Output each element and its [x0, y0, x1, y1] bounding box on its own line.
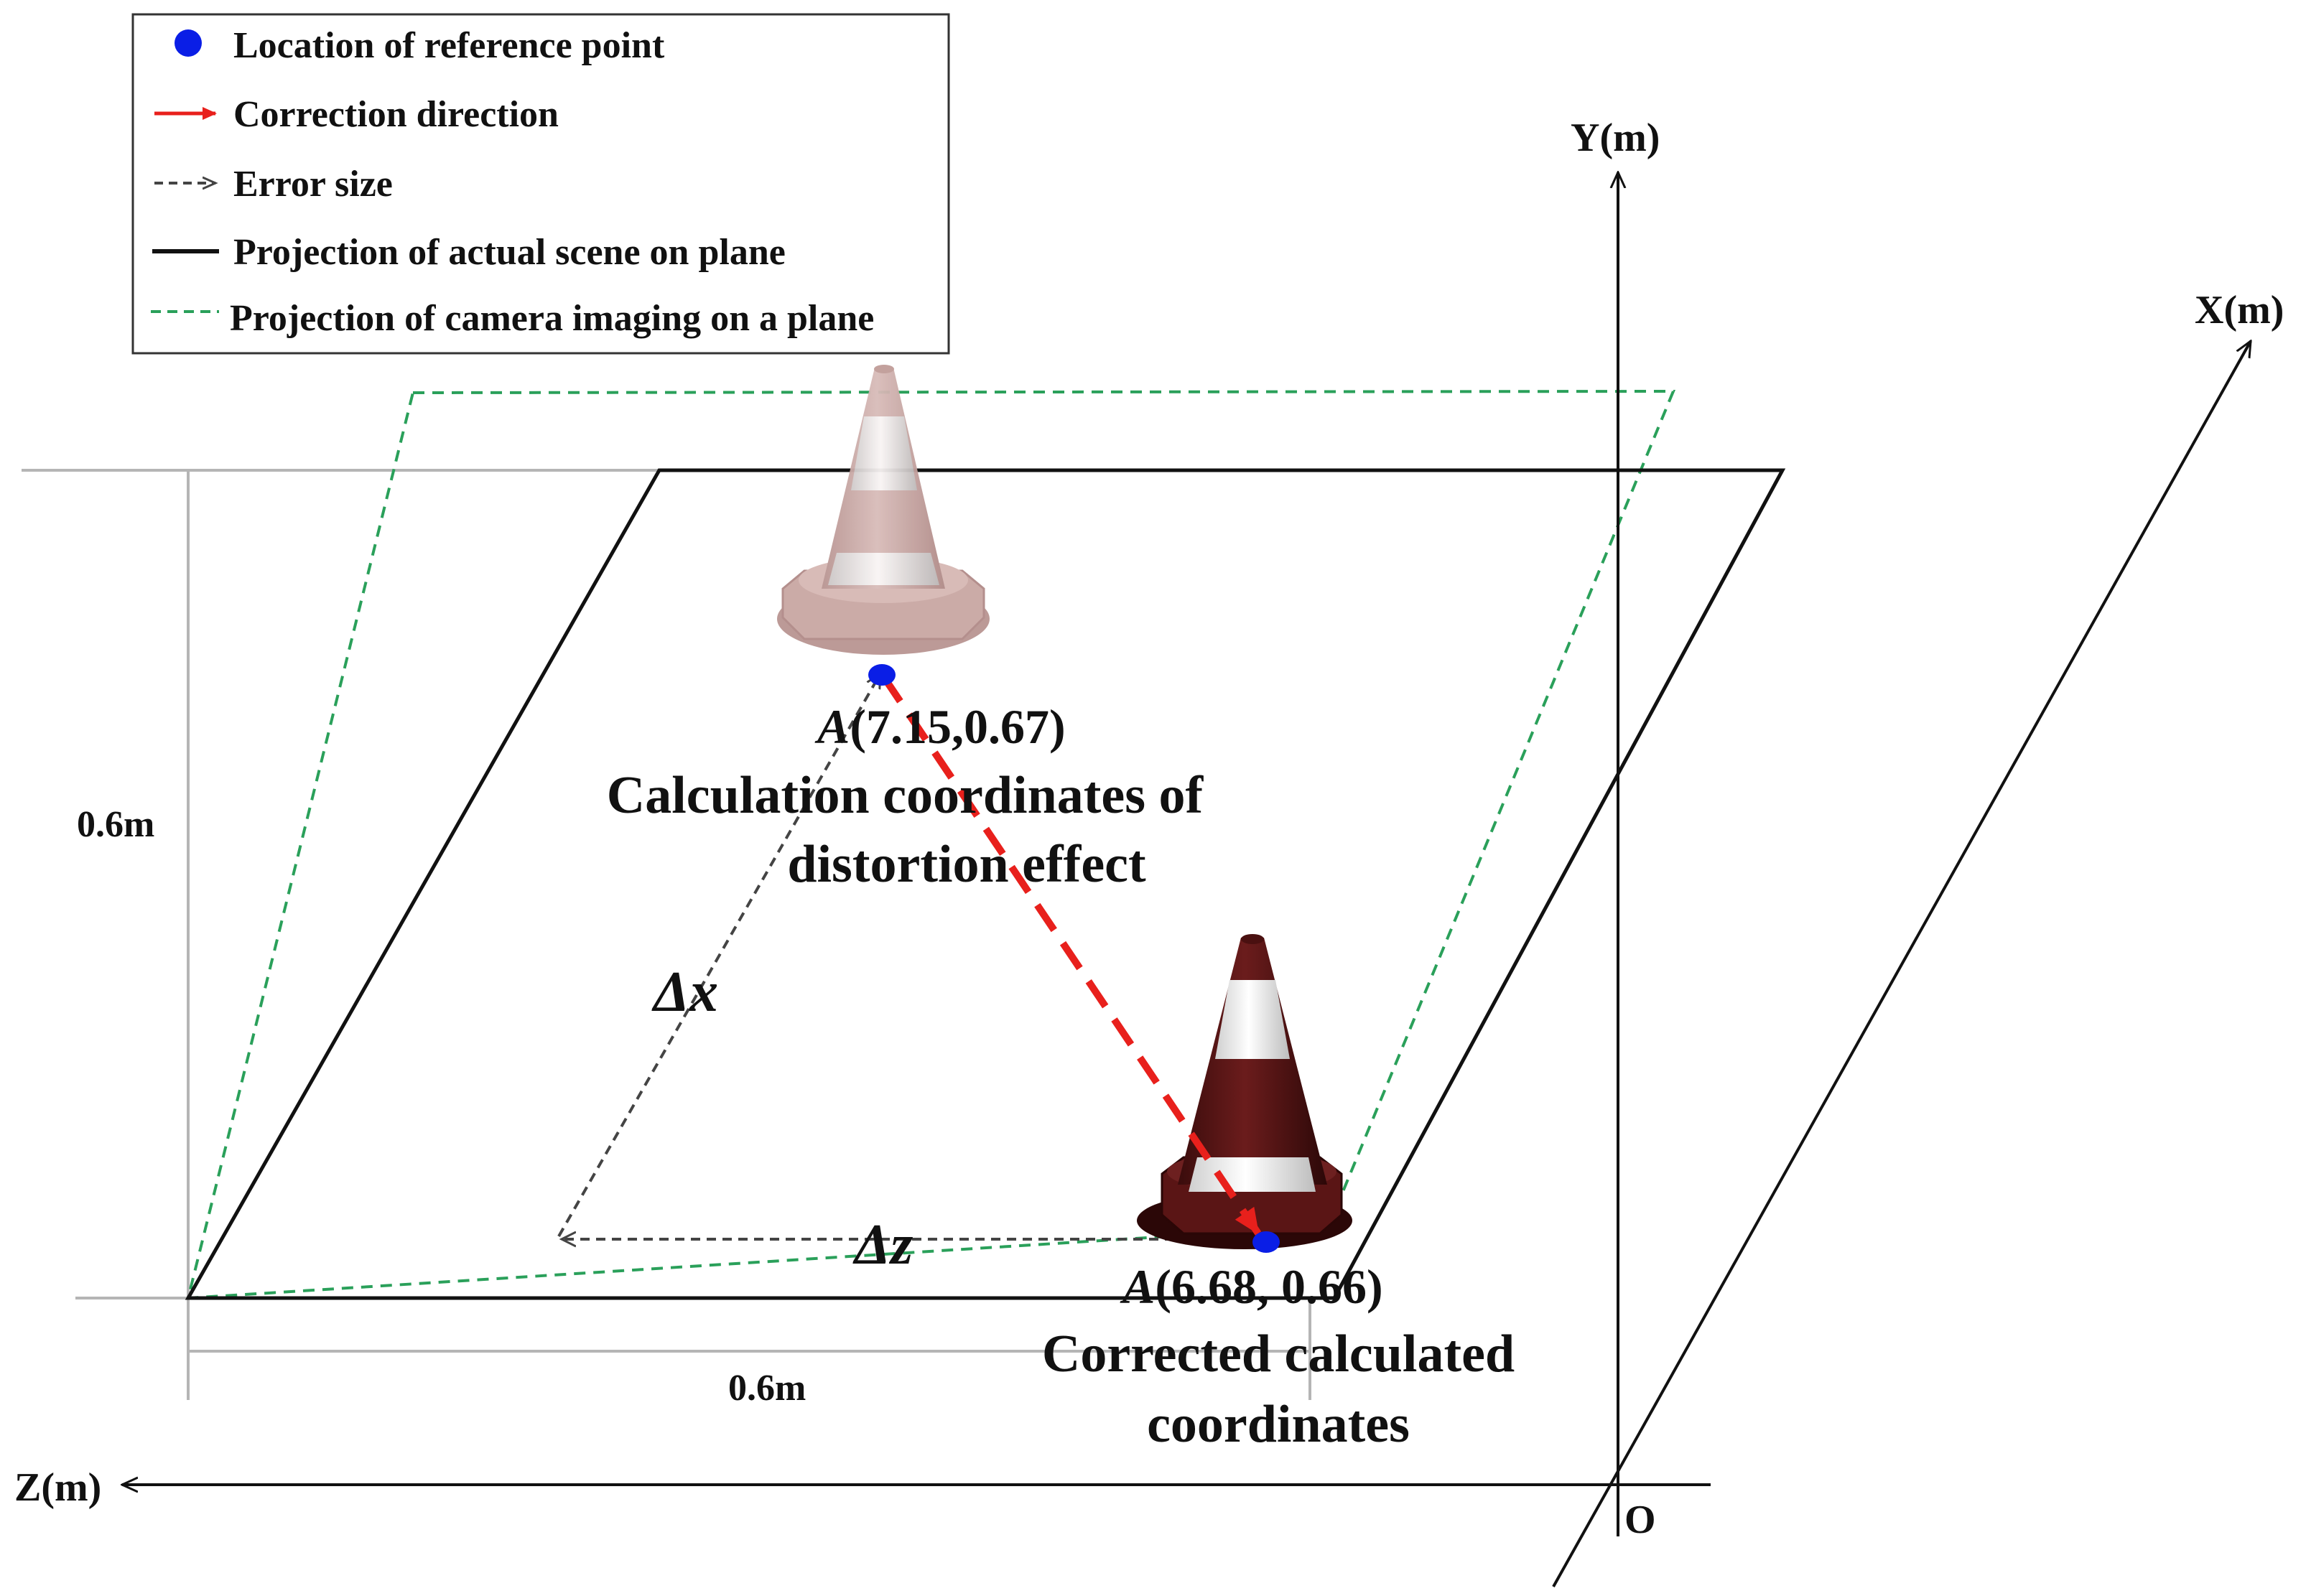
- legend-frame: [131, 13, 950, 355]
- legend-label-actual-projection: Projection of actual scene on plane: [233, 232, 786, 273]
- faded-cone-stripe-lower: [828, 553, 939, 585]
- corrected-point-label: A(6.68, 0.66): [1120, 1259, 1383, 1314]
- legend-label-correction-direction: Correction direction: [233, 94, 559, 135]
- dx-error-arrow: [557, 673, 882, 1237]
- faded-cone-tip: [874, 365, 894, 373]
- faded-cone-stripe-upper: [851, 416, 917, 490]
- y-axis-label: Y(m): [1571, 116, 1660, 160]
- distorted-caption-line1: Calculation coordinates of: [607, 766, 1204, 825]
- dark-cone-stripe-upper: [1215, 980, 1290, 1059]
- distorted-point-letter: A: [814, 699, 850, 754]
- x-axis: [1552, 341, 2251, 1587]
- dark-cone-tip: [1241, 934, 1264, 944]
- dz-label: Δz: [852, 1213, 913, 1277]
- legend: Location of reference point Correction d…: [131, 13, 950, 355]
- distorted-point-label: A(7.15,0.67): [814, 699, 1066, 754]
- legend-label-camera-projection: Projection of camera imaging on a plane: [230, 298, 874, 339]
- corrected-reference-point: [1252, 1231, 1280, 1253]
- distorted-caption-line2: distortion effect: [787, 835, 1146, 894]
- horizontal-dimension-label: 0.6m: [728, 1368, 806, 1409]
- blue-dot-icon: [175, 29, 202, 57]
- dimension-guides: [22, 469, 1311, 1400]
- error-arrows: [557, 673, 1253, 1239]
- distorted-traffic-cone: [777, 365, 990, 655]
- camera-projection-plane: [186, 389, 1675, 1300]
- vertical-dimension-label: 0.6m: [77, 804, 154, 845]
- axes: [122, 172, 2251, 1587]
- corrected-point-letter: A: [1120, 1259, 1155, 1314]
- actual-scene-plane: [185, 468, 1786, 1300]
- origin-label: O: [1624, 1498, 1656, 1542]
- distorted-reference-point: [868, 664, 896, 686]
- distorted-point-coords: (7.15,0.67): [850, 699, 1065, 754]
- correction-direction-arrow: [880, 674, 1262, 1236]
- dark-cone-stripe-lower: [1189, 1157, 1316, 1192]
- dx-label: Δx: [651, 961, 718, 1024]
- z-axis-label: Z(m): [14, 1465, 101, 1510]
- x-axis-label: X(m): [2195, 288, 2284, 332]
- corrected-caption-line1: Corrected calculated: [1042, 1325, 1515, 1383]
- corrected-caption-line2: coordinates: [1147, 1395, 1410, 1454]
- dark-cone-body: [1178, 938, 1327, 1185]
- corrected-point-coords: (6.68, 0.66): [1155, 1259, 1382, 1314]
- corrected-traffic-cone: [1137, 934, 1352, 1249]
- legend-label-reference-point: Location of reference point: [233, 25, 665, 66]
- legend-label-error-size: Error size: [233, 164, 393, 205]
